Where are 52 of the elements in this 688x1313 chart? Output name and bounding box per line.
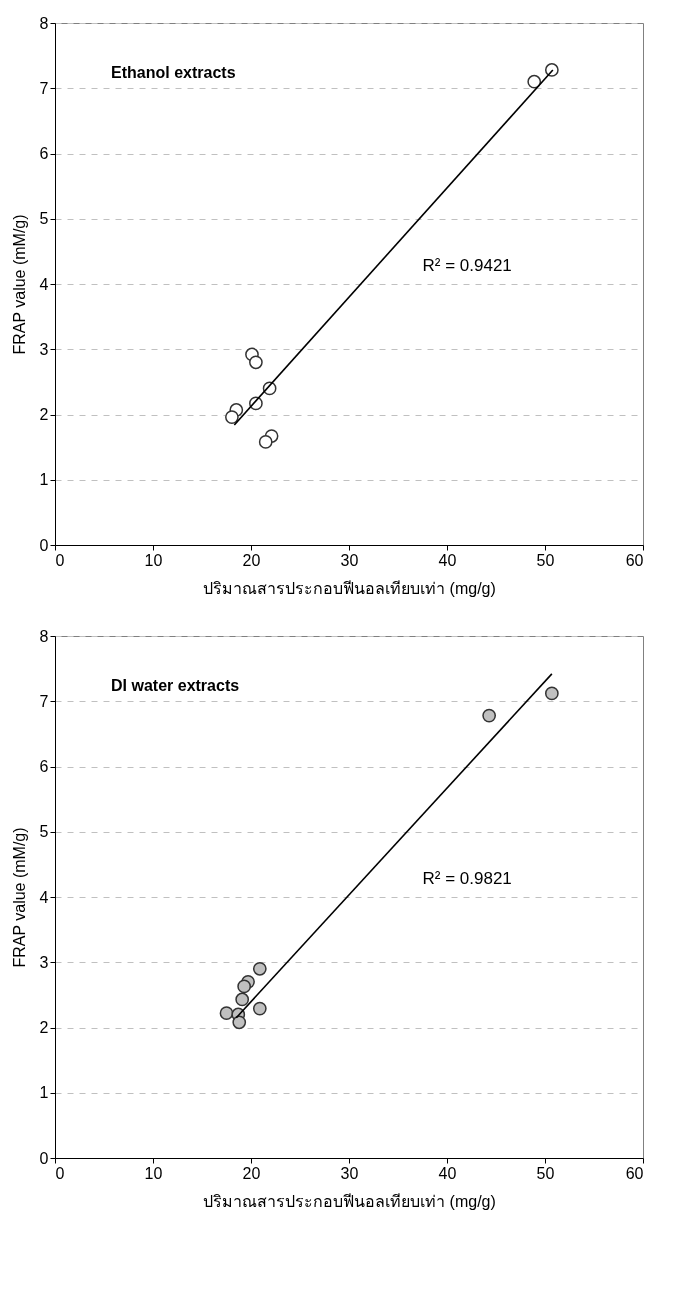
- x-tick-label: 50: [536, 1164, 555, 1182]
- y-tick-label: 5: [39, 210, 49, 228]
- y-tick-label: 1: [39, 1084, 49, 1102]
- text: DI water extracts: [111, 677, 240, 694]
- x-tick-label: 10: [144, 1164, 163, 1182]
- x-tick-label: 60: [625, 1164, 644, 1182]
- y-tick-label: 8: [39, 14, 49, 32]
- annotation: R² = 0.9821: [422, 868, 512, 888]
- point: [252, 961, 267, 976]
- x-tick-label: 0: [55, 1164, 65, 1182]
- y-tick-label: 7: [39, 692, 49, 710]
- x-tick-label: 40: [438, 1164, 457, 1182]
- x-tick-label: 40: [438, 551, 457, 569]
- x-tick-label: 10: [144, 551, 163, 569]
- x-axis-title: ปริมาณสารประกอบฟีนอลเทียบเท่า (mg/g): [203, 579, 496, 597]
- x-tick-label: 20: [242, 551, 261, 569]
- point: [237, 979, 252, 994]
- point: [232, 1015, 247, 1030]
- annotation: R² = 0.9421: [422, 255, 512, 275]
- y-tick-label: 6: [39, 145, 49, 162]
- point: [527, 74, 542, 89]
- point: [482, 708, 497, 723]
- point: [219, 1006, 234, 1021]
- x-tick-label: 60: [625, 551, 644, 569]
- point: [225, 410, 239, 424]
- y-tick-label: 4: [39, 275, 49, 293]
- x-tick-label: 50: [536, 551, 555, 569]
- y-tick-label: 2: [39, 406, 49, 423]
- y-tick-label: 6: [39, 758, 49, 775]
- text: Ethanol extracts: [111, 64, 236, 81]
- y-tick-label: 3: [39, 340, 49, 358]
- y-tick-label: 0: [39, 1149, 49, 1167]
- x-tick-label: 0: [55, 551, 65, 569]
- point: [235, 992, 250, 1007]
- point: [258, 435, 273, 449]
- point: [249, 355, 263, 370]
- y-tick-label: 1: [39, 471, 49, 489]
- y-tick-label: 5: [39, 823, 49, 841]
- y-tick-label: 4: [39, 888, 49, 906]
- y-tick-label: 2: [39, 1019, 49, 1036]
- y-axis-title: FRAP value (mM/g): [10, 214, 28, 355]
- point: [544, 686, 559, 701]
- y-tick-label: 7: [39, 79, 49, 97]
- x-axis-title: ปริมาณสารประกอบฟีนอลเทียบเท่า (mg/g): [203, 1192, 496, 1210]
- y-tick-label: 0: [39, 536, 49, 554]
- y-tick-label: 3: [39, 953, 49, 971]
- x-tick-label: 20: [242, 1164, 261, 1182]
- x-tick-label: 30: [340, 551, 359, 569]
- x-tick-label: 30: [340, 1164, 359, 1182]
- y-tick-label: 8: [39, 627, 49, 645]
- y-axis-title: FRAP value (mM/g): [10, 827, 28, 968]
- point: [252, 1001, 267, 1016]
